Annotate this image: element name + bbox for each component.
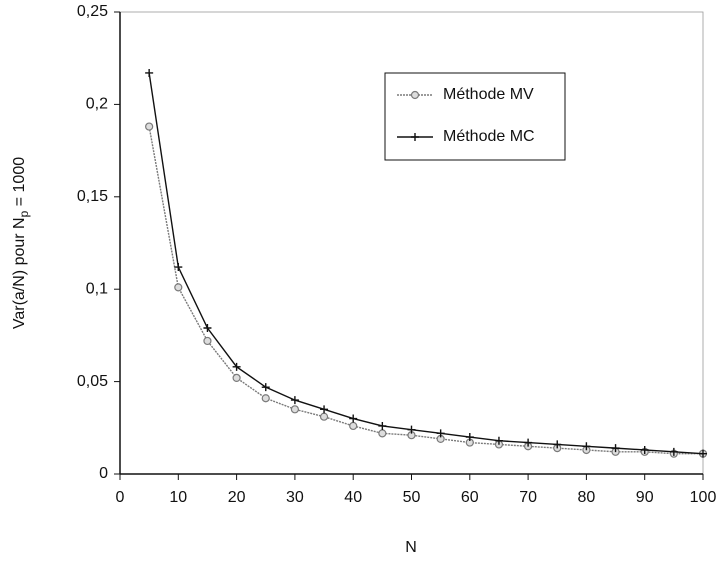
point: [465, 433, 474, 442]
x-tick-label: 70: [519, 489, 537, 506]
y-tick-label: 0: [99, 465, 108, 482]
point: [261, 383, 270, 392]
point: [699, 449, 707, 458]
x-tick-label: 100: [690, 489, 717, 506]
point: [349, 421, 358, 431]
legend-box: [384, 72, 566, 161]
y-axis-label-part: Var(a/N) pour N: [11, 217, 28, 329]
x-tick-label: 50: [403, 489, 421, 506]
point: [290, 405, 299, 414]
x-tick-label: 90: [636, 489, 654, 506]
x-tick-label: 40: [344, 489, 362, 506]
y-axis-label-sub: p: [17, 210, 31, 217]
x-tick-label: 60: [461, 489, 479, 506]
legend-label: Méthode MC: [443, 128, 535, 145]
y-tick-label: 0,2: [86, 96, 108, 113]
point: [145, 68, 154, 77]
point: [411, 133, 419, 141]
point: [582, 442, 591, 451]
point: [669, 447, 678, 456]
point: [611, 444, 620, 453]
legend-label: Méthode MV: [443, 86, 534, 103]
point: [232, 373, 241, 383]
point: [494, 436, 503, 445]
point: [378, 429, 387, 438]
point: [174, 283, 183, 292]
point: [290, 396, 299, 405]
x-tick-label: 80: [578, 489, 596, 506]
x-tick-label: 10: [169, 489, 187, 506]
series-line: [148, 126, 703, 455]
y-axis-label: Var(a/N) pour Np = 1000: [11, 157, 31, 329]
point: [407, 425, 416, 434]
x-axis-label: N: [405, 539, 417, 556]
y-axis-label-part: = 1000: [11, 157, 28, 211]
series-line: [148, 72, 704, 455]
point: [524, 438, 533, 447]
point: [640, 445, 649, 454]
point: [174, 263, 183, 272]
point: [320, 405, 329, 414]
y-tick-label: 0,1: [86, 280, 108, 297]
y-tick-label: 0,05: [77, 373, 108, 390]
point: [203, 336, 212, 346]
point: [261, 394, 270, 403]
y-tick-label: 0,25: [77, 3, 108, 20]
x-tick-label: 20: [228, 489, 246, 506]
point: [203, 324, 212, 333]
point: [232, 362, 241, 371]
point: [319, 412, 329, 421]
point: [410, 90, 420, 100]
point: [436, 429, 445, 438]
point: [145, 122, 154, 131]
x-tick-label: 30: [286, 489, 304, 506]
y-tick-label: 0,15: [77, 188, 108, 205]
point: [378, 421, 387, 430]
point: [553, 440, 562, 449]
x-tick-label: 0: [116, 489, 125, 506]
point: [349, 414, 358, 423]
